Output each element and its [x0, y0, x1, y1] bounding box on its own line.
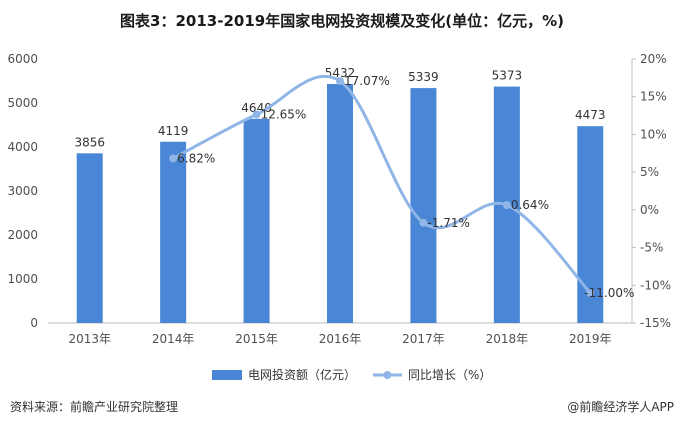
right-tick-label: -5%	[640, 241, 663, 255]
bar-value-label: 5339	[408, 70, 439, 84]
growth-point	[419, 218, 428, 227]
bar-value-label: 4119	[158, 124, 189, 138]
legend-line-marker	[383, 371, 392, 379]
bar-investment	[327, 83, 353, 323]
right-tick-label: 5%	[640, 165, 659, 179]
source-note: 资料来源：前瞻产业研究院整理	[10, 400, 179, 414]
growth-value-label: 0.64%	[511, 198, 549, 212]
bar-investment	[243, 118, 270, 323]
right-tick-label: 15%	[640, 90, 667, 104]
x-category-label: 2017年	[402, 332, 445, 346]
x-category-label: 2014年	[152, 332, 195, 346]
legend-bar-label: 电网投资额（亿元）	[248, 367, 356, 382]
right-tick-label: -15%	[640, 316, 671, 330]
growth-value-label: 12.65%	[261, 107, 307, 121]
growth-point	[336, 77, 344, 86]
x-category-label: 2018年	[486, 332, 529, 346]
brand-note: @前瞻经济学人APP	[567, 400, 674, 414]
left-tick-label: 4000	[7, 140, 38, 154]
bar-investment	[410, 88, 437, 323]
x-category-label: 2013年	[68, 332, 111, 346]
growth-point	[502, 201, 511, 210]
left-tick-label: 0	[30, 316, 38, 330]
x-category-label: 2016年	[319, 332, 362, 346]
right-tick-label: -10%	[640, 278, 671, 292]
right-tick-label: 10%	[640, 127, 667, 141]
chart-title: 图表3：2013-2019年国家电网投资规模及变化(单位：亿元，%)	[120, 12, 564, 30]
left-tick-label: 5000	[7, 96, 38, 110]
bar-investment	[160, 141, 187, 323]
growth-value-label: 17.07%	[344, 74, 390, 88]
growth-point	[169, 154, 178, 163]
growth-value-label: 6.82%	[177, 151, 215, 165]
legend-bar-swatch	[212, 370, 242, 380]
right-tick-label: 0%	[640, 203, 659, 217]
left-tick-label: 2000	[7, 228, 38, 242]
bar-investment	[76, 153, 103, 323]
bar-value-label: 3856	[74, 135, 105, 149]
x-category-label: 2019年	[569, 332, 612, 346]
bar-value-label: 5373	[492, 69, 523, 83]
bar-value-label: 4473	[575, 108, 606, 122]
left-tick-label: 1000	[7, 272, 38, 286]
growth-point	[586, 288, 595, 297]
x-category-label: 2015年	[235, 332, 278, 346]
growth-line	[171, 74, 592, 295]
left-tick-label: 3000	[7, 184, 38, 198]
legend-line-label: 同比增长（%）	[408, 368, 491, 382]
growth-value-label: -1.71%	[427, 216, 469, 230]
growth-value-label: -11.00%	[584, 286, 634, 300]
left-tick-label: 6000	[7, 52, 38, 66]
right-tick-label: 20%	[640, 52, 667, 66]
growth-point	[252, 110, 261, 119]
